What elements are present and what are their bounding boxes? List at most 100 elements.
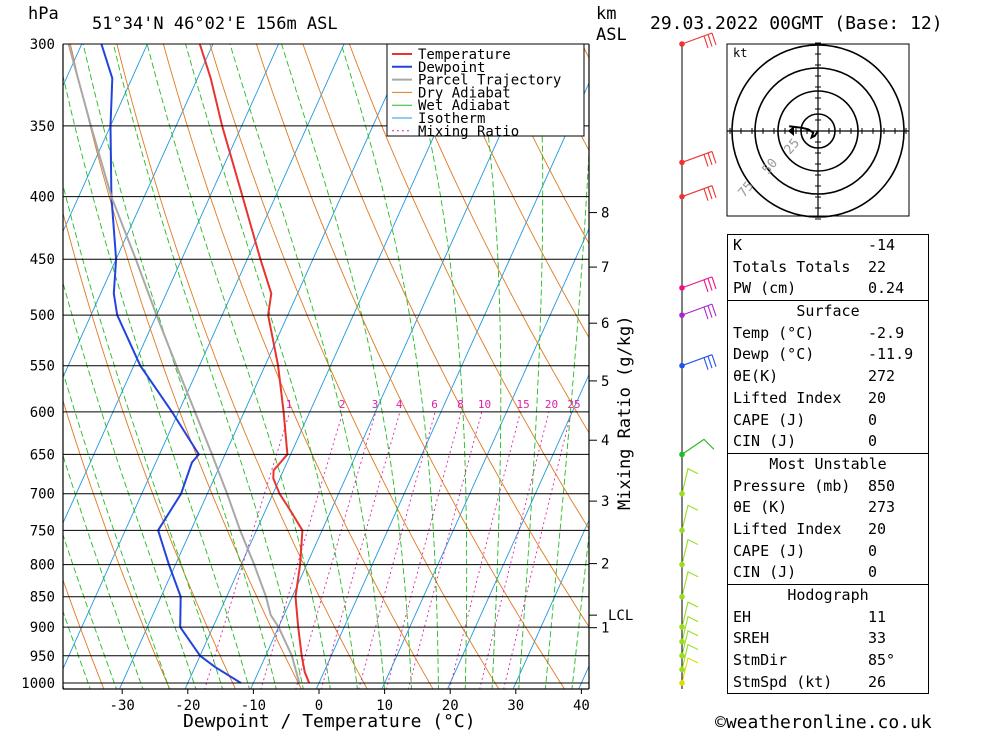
wet-adiabat <box>63 73 250 689</box>
wind-barb <box>681 643 699 670</box>
most-unstable-label: θE (K) <box>733 498 788 517</box>
wind-barb <box>681 615 699 642</box>
index-value: 22 <box>868 257 887 276</box>
most-unstable-row: Pressure (mb) 850 <box>728 476 928 498</box>
hodograph-unit: kt <box>733 46 747 60</box>
wet-adiabat <box>112 44 304 689</box>
hodograph-title: Hodograph <box>787 586 869 604</box>
km-tick-label: 5 <box>601 374 609 390</box>
pressure-tick-label: 650 <box>30 447 55 463</box>
most-unstable-label: CIN (J) <box>733 563 797 582</box>
most-unstable-row: θE (K) 273 <box>728 497 928 519</box>
hodograph-arrow <box>788 126 794 136</box>
mixing-ratio-line <box>479 411 550 689</box>
hodograph-stat-label: EH <box>733 607 752 626</box>
wet-adiabat <box>63 183 224 689</box>
mixing-ratio-label: 1 <box>286 398 293 411</box>
isotherm <box>447 373 589 689</box>
wet-adiabat <box>340 44 439 689</box>
index-row: Totals Totals 22 <box>728 257 928 279</box>
hpa-unit-label: hPa <box>28 4 59 24</box>
most-unstable-value: 0 <box>868 541 878 560</box>
wind-barb-dot <box>679 490 685 497</box>
most-unstable-value: 273 <box>868 498 896 517</box>
most-unstable-label: Pressure (mb) <box>733 476 851 495</box>
wind-barb <box>681 354 717 370</box>
index-value: 0.24 <box>868 279 905 298</box>
pressure-tick-label: 850 <box>30 590 55 606</box>
isotherm <box>0 7 33 709</box>
pressure-tick-label: 450 <box>30 252 55 268</box>
hodograph-stat-row: SREH 33 <box>728 628 928 650</box>
isotherm <box>381 227 589 689</box>
pressure-tick-label: 550 <box>30 359 55 375</box>
pressure-tick-label: 1000 <box>21 676 55 692</box>
km-tick-label: 6 <box>601 316 609 332</box>
hodograph-stat-value: 26 <box>868 672 887 691</box>
mixing-ratio-line <box>260 411 344 689</box>
credit-text: ©weatheronline.co.uk <box>715 712 932 733</box>
wind-barb <box>681 276 717 293</box>
wind-barb <box>681 538 699 565</box>
hodograph-stat-row: EH 11 <box>728 607 928 629</box>
surface-value: 0 <box>868 410 878 429</box>
surface-section: Surface Temp (°C) -2.9 Dewp (°C) -11.9 θE(K)… <box>728 300 928 453</box>
dry-adiabat <box>488 44 589 245</box>
mixing-ratio-line <box>295 411 377 689</box>
wet-adiabat <box>544 143 589 689</box>
most-unstable-label: CAPE (J) <box>733 541 806 560</box>
x-tick-label: 0 <box>315 698 323 714</box>
wind-barb <box>681 32 717 49</box>
asl-unit-label: ASL <box>596 25 627 45</box>
legend-label: Parcel Trajectory <box>418 73 561 89</box>
mixing-ratio-label: 3 <box>372 398 379 411</box>
wet-adiabat <box>281 44 412 689</box>
dry-adiabat <box>395 44 589 434</box>
x-tick-label: -10 <box>241 698 266 714</box>
most-unstable-row: CIN (J) 0 <box>728 562 928 584</box>
mixing-ratio-line <box>449 411 521 689</box>
mixing-ratio-line <box>320 411 401 689</box>
wind-barb <box>681 657 699 684</box>
isotherm <box>63 44 345 670</box>
dry-adiabat <box>209 44 500 689</box>
surface-label: Lifted Index <box>733 388 842 407</box>
most-unstable-section: Most Unstable Pressure (mb) 850 θE (K) 273 L… <box>728 452 928 584</box>
index-label: PW (cm) <box>733 279 797 298</box>
wind-barb <box>681 150 717 167</box>
pressure-tick-label: 950 <box>30 649 55 665</box>
dry-adiabat <box>441 44 589 339</box>
legend-label: Temperature <box>418 47 511 63</box>
hodograph-trace <box>789 125 819 140</box>
mixing-ratio-label: 25 <box>567 398 580 411</box>
most-unstable-value: 850 <box>868 476 896 495</box>
wet-adiabat <box>63 281 197 689</box>
surface-label: Dewp (°C) <box>733 345 815 364</box>
km-tick-label: 8 <box>601 206 609 222</box>
wet-adiabat <box>82 44 277 689</box>
pressure-tick-label: 900 <box>30 620 55 636</box>
mixing-ratio-label: 20 <box>545 398 558 411</box>
hodograph-stat-value: 85° <box>868 651 896 670</box>
pressure-tick-label: 350 <box>30 119 55 135</box>
hodograph-stat-label: SREH <box>733 629 770 648</box>
mixing-ratio-axis-label: Mixing Ratio (g/kg) <box>615 316 635 510</box>
x-tick-label: 40 <box>573 698 590 714</box>
x-tick-label: -20 <box>175 698 200 714</box>
indices-table: K -14 Totals Totals 22 PW (cm) 0.24 Surface T… <box>727 234 929 695</box>
most-unstable-value: 0 <box>868 563 878 582</box>
dry-adiabat <box>63 211 237 689</box>
pressure-tick-label: 300 <box>30 37 55 53</box>
wet-adiabat <box>63 610 91 689</box>
index-row: PW (cm) 0.24 <box>728 278 928 300</box>
isotherm <box>512 519 589 689</box>
datetime-title: 29.03.2022 00GMT (Base: 12) <box>650 13 943 34</box>
km-unit-label: km <box>596 4 616 24</box>
pressure-tick-label: 750 <box>30 523 55 539</box>
legend-label: Isotherm <box>418 111 485 127</box>
dry-adiabat <box>255 44 566 689</box>
surface-label: CAPE (J) <box>733 410 806 429</box>
x-tick-label: 20 <box>442 698 459 714</box>
dry-adiabat <box>929 7 1000 709</box>
